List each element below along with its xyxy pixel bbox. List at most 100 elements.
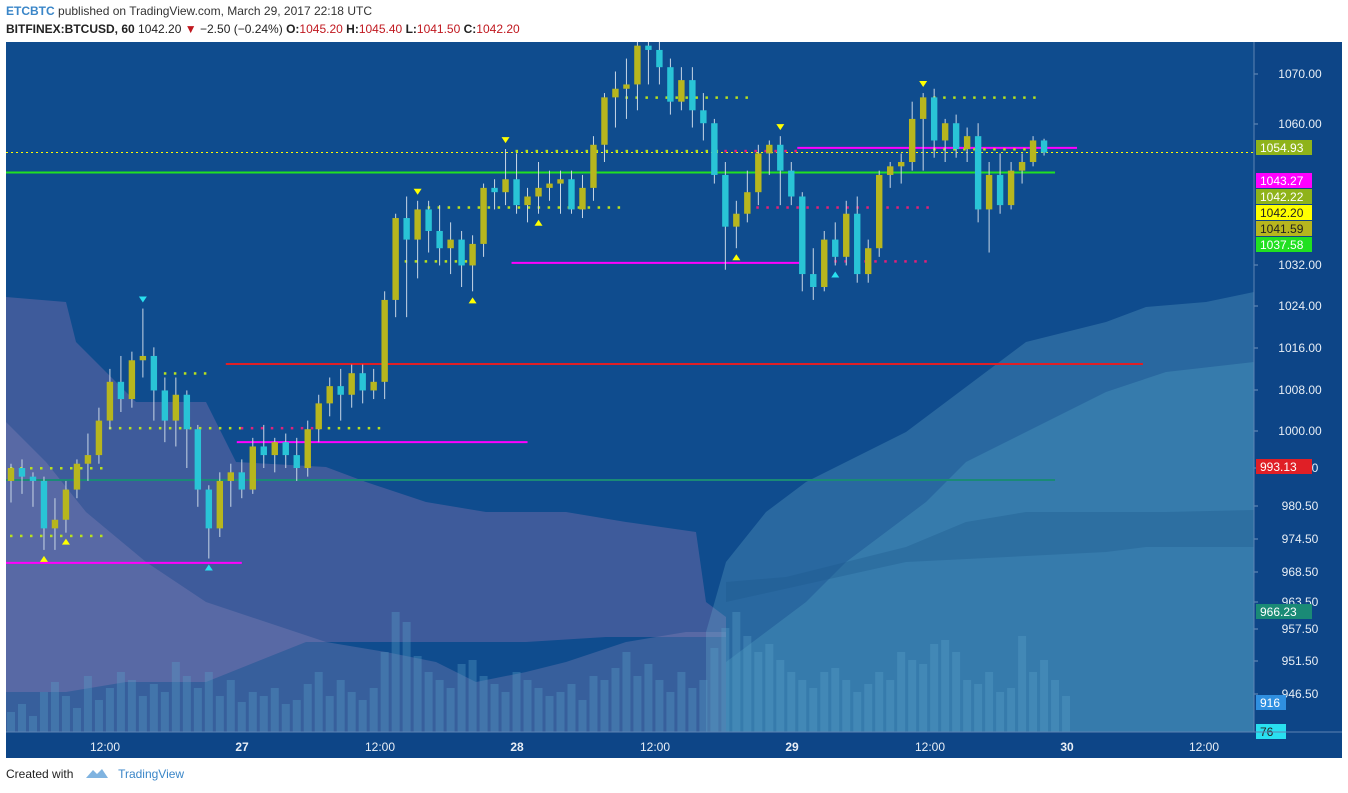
level-dot	[250, 426, 254, 430]
candle	[502, 149, 509, 206]
publisher-name[interactable]: ETCBTC	[6, 4, 55, 18]
candle-body	[590, 144, 597, 188]
x-tick-label: 30	[1060, 740, 1074, 754]
candle-body	[271, 442, 278, 456]
level-dot	[715, 96, 718, 99]
level-dot	[916, 206, 919, 209]
level-dot	[464, 260, 468, 263]
tradingview-link[interactable]: TradingView	[118, 767, 185, 781]
volume-bar	[666, 692, 675, 732]
candle	[689, 67, 696, 128]
open-value: 1045.20	[299, 22, 343, 36]
level-dot	[665, 149, 669, 153]
level-dot	[685, 96, 688, 99]
volume-bar	[908, 660, 917, 732]
level-dot	[555, 149, 559, 153]
x-tick-label: 27	[235, 740, 249, 754]
level-dot	[290, 426, 294, 430]
price-label-text: 1041.59	[1260, 222, 1304, 236]
volume-bar	[732, 612, 741, 732]
level-dot	[447, 206, 451, 209]
candle	[601, 93, 608, 163]
level-dot	[705, 96, 708, 99]
level-dot	[158, 426, 162, 430]
candle-body	[733, 213, 740, 227]
signal-up-icon	[204, 564, 213, 571]
level-dot	[943, 96, 946, 99]
candle	[337, 368, 344, 421]
level-dot	[238, 426, 242, 430]
candle	[535, 162, 542, 214]
close-label: C:	[463, 22, 477, 36]
volume-bar	[237, 702, 246, 732]
candle-body	[414, 209, 421, 240]
level-dot	[685, 149, 689, 153]
level-dot	[587, 206, 591, 209]
level-dot	[735, 96, 738, 99]
candle-body	[568, 179, 575, 210]
candle-body	[370, 381, 377, 391]
candle	[51, 498, 59, 550]
price-label-box	[1256, 140, 1312, 155]
candle-body	[73, 463, 81, 490]
candle	[590, 136, 597, 201]
candle	[7, 463, 15, 503]
volume-bar	[149, 684, 158, 732]
level-dot	[617, 206, 621, 209]
level-dot	[90, 467, 93, 470]
price-label-box	[1256, 173, 1312, 188]
candle-body	[1029, 140, 1037, 163]
level-dot	[437, 206, 441, 209]
volume-bar	[974, 684, 983, 732]
y-tick-label: 1000.00	[1278, 424, 1322, 438]
y-tick-label: 968.50	[1282, 565, 1319, 579]
open-label: O:	[286, 22, 300, 36]
y-tick-label: 974.50	[1282, 532, 1319, 546]
level-dot	[846, 206, 849, 209]
level-dot	[1003, 96, 1006, 99]
candle	[216, 472, 224, 537]
level-dot	[128, 426, 132, 430]
level-dot	[208, 426, 212, 430]
candle	[414, 200, 421, 279]
level-dot	[615, 149, 619, 153]
candle	[29, 472, 37, 507]
volume-bar	[138, 696, 147, 732]
volume-bar	[83, 676, 92, 732]
candle-body	[315, 403, 322, 430]
level-dot	[806, 206, 809, 209]
volume-bar	[17, 704, 26, 732]
candle	[458, 230, 465, 288]
candle-body	[546, 183, 553, 188]
level-dot	[655, 149, 659, 153]
candle	[315, 394, 322, 443]
level-dot	[525, 149, 529, 153]
candle	[832, 222, 839, 266]
candle-body	[1040, 140, 1048, 153]
candle-body	[876, 174, 883, 249]
price-chart[interactable]: 1070.00 1060.00 1032.00 1024.00 1016.00 1008.…	[6, 42, 1342, 758]
cloud-bullish-inner	[726, 362, 1254, 732]
volume-bar	[127, 680, 136, 732]
candle-body	[491, 187, 498, 193]
volume-bar	[644, 664, 653, 732]
candle	[897, 153, 905, 184]
candle-body	[656, 49, 663, 68]
candle-body	[777, 144, 784, 171]
candle	[711, 118, 718, 184]
level-dot	[100, 534, 103, 538]
candle	[546, 170, 553, 201]
volume-bar	[61, 696, 70, 732]
candle	[667, 58, 674, 115]
x-tick-label: 12:00	[640, 740, 670, 754]
volume-bar	[633, 676, 642, 732]
level-dot	[963, 96, 966, 99]
level-dot	[260, 426, 264, 430]
signal-down-icon	[501, 137, 510, 144]
candle	[304, 420, 311, 477]
volume-bar	[1018, 636, 1027, 732]
price-label-text: 1043.27	[1260, 174, 1304, 188]
level-dot	[745, 96, 748, 99]
level-dot	[487, 206, 491, 209]
level-dot	[983, 96, 986, 99]
